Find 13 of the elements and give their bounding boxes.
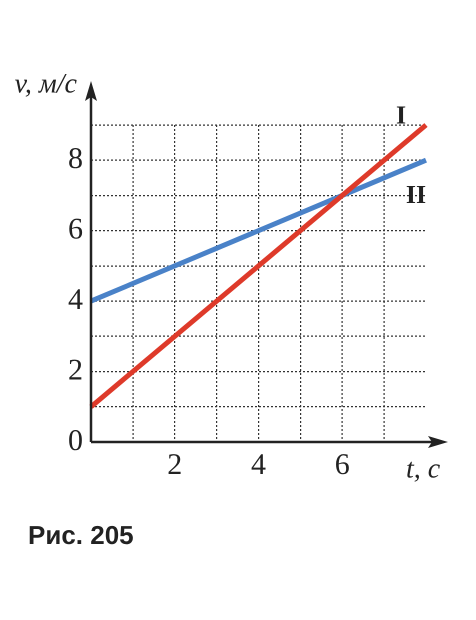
text: Рис. 205 [28,520,134,550]
x-tick-label: 6 [334,448,350,481]
y-tick-label: 6 [68,212,83,246]
y-axis-title: v, м/с [14,68,78,100]
y-tick-label: 4 [68,282,83,316]
y-tick-label: 0 [68,424,83,457]
y-tick-label: 8 [68,142,83,176]
x-tick-label: 2 [167,448,182,481]
x-axis-title: t, с [406,453,441,484]
series-label: I [396,100,406,130]
x-tick-label: 4 [251,448,266,481]
series-label: II [406,180,426,209]
y-tick-label: 2 [68,353,83,386]
